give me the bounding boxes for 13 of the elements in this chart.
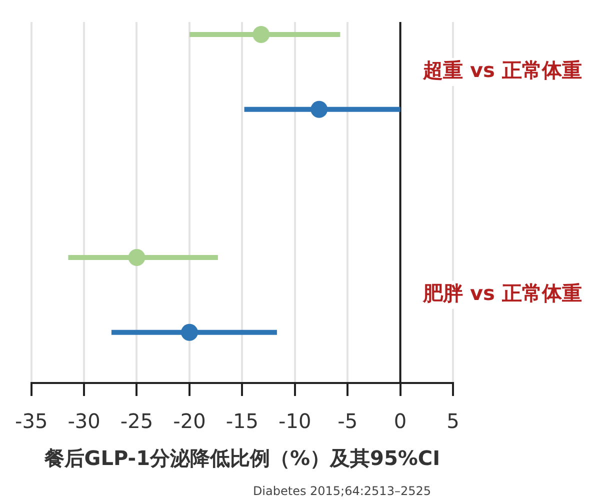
x-tick-label: -20 [173,409,206,434]
x-tick-label: 0 [394,409,407,434]
x-tick-label: -5 [338,409,358,434]
x-tick-label: -30 [68,409,100,434]
text: Diabetes 2015;64:2513–2525 [252,484,431,498]
x-tick-label: 5 [446,409,460,434]
x-tick-label: -25 [120,409,154,434]
x-axis-title: 餐后GLP-1分泌降低比例（%）及其95%CI [43,446,440,470]
y-tick-label: 肥胖 vs 正常体重 [422,281,582,306]
x-tick-label: -15 [226,409,258,434]
x-tick-label: -10 [278,409,312,434]
x-tick-label: -35 [14,409,48,434]
y-tick-label: 超重 vs 正常体重 [422,58,582,82]
